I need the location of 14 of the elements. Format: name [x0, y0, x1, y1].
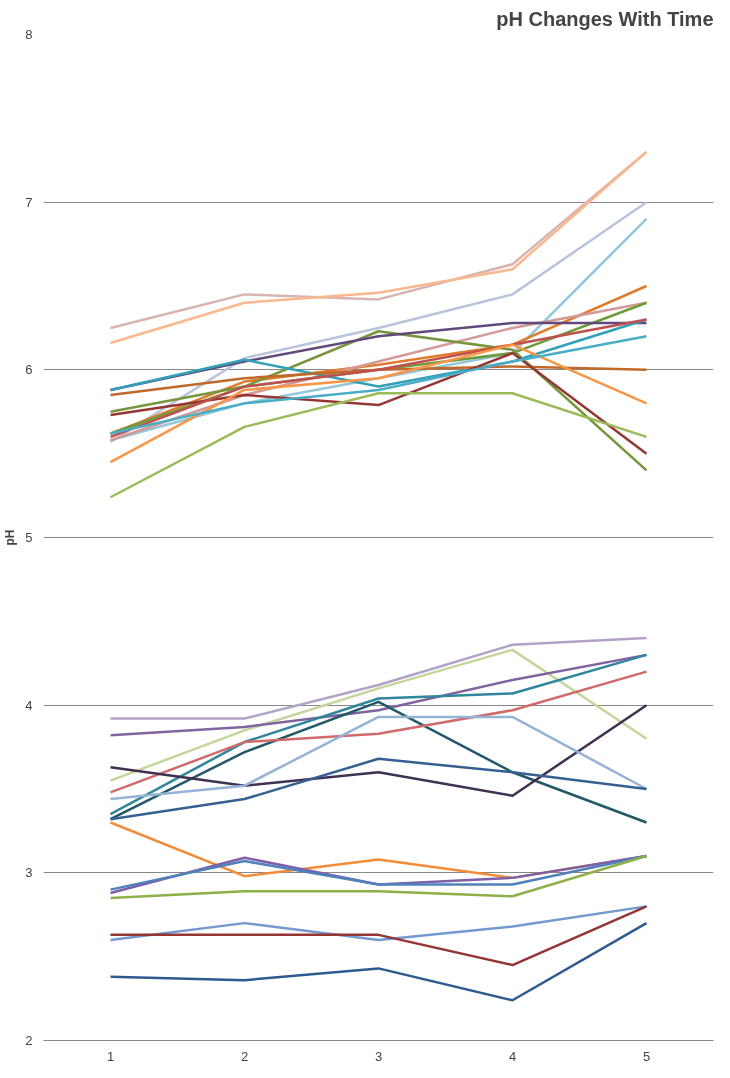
y-tick-label: 6: [25, 362, 33, 378]
chart-title: pH Changes With Time: [496, 7, 714, 30]
x-tick-label: 2: [240, 1048, 249, 1064]
x-tick-label: 5: [642, 1048, 651, 1064]
x-tick-label: 3: [374, 1048, 383, 1064]
y-tick-label: 5: [25, 530, 33, 545]
y-tick-label: 3: [25, 865, 33, 881]
y-tick-label: 4: [25, 697, 33, 713]
y-axis-title: pH: [3, 529, 18, 546]
y-tick-label: 7: [25, 194, 33, 210]
x-tick-label: 4: [508, 1048, 517, 1064]
x-tick-label: 1: [106, 1048, 115, 1064]
y-tick-label: 2: [25, 1033, 33, 1048]
y-tick-label: 8: [25, 27, 33, 42]
